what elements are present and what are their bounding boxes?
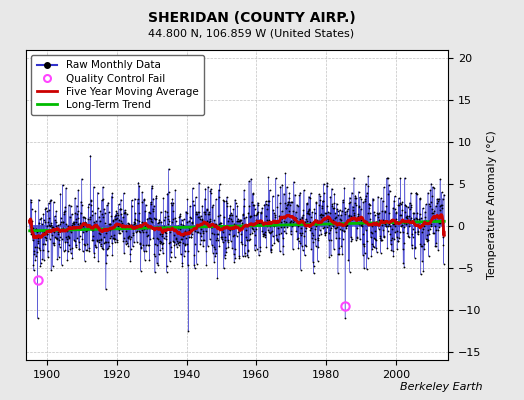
Y-axis label: Temperature Anomaly (°C): Temperature Anomaly (°C) (487, 131, 497, 279)
Text: Berkeley Earth: Berkeley Earth (400, 382, 482, 392)
Text: 44.800 N, 106.859 W (United States): 44.800 N, 106.859 W (United States) (148, 28, 355, 38)
Text: SHERIDAN (COUNTY AIRP.): SHERIDAN (COUNTY AIRP.) (148, 11, 355, 25)
Legend: Raw Monthly Data, Quality Control Fail, Five Year Moving Average, Long-Term Tren: Raw Monthly Data, Quality Control Fail, … (31, 55, 204, 115)
